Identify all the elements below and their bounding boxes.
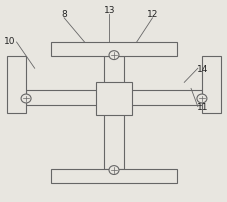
Text: 11: 11 xyxy=(196,103,207,112)
Text: 14: 14 xyxy=(196,64,207,73)
Text: 10: 10 xyxy=(4,36,15,45)
Bar xyxy=(202,57,220,113)
Bar xyxy=(50,169,177,183)
Text: 13: 13 xyxy=(103,6,115,15)
Text: 8: 8 xyxy=(61,10,67,19)
Circle shape xyxy=(21,95,31,103)
Circle shape xyxy=(196,95,206,103)
Circle shape xyxy=(109,52,118,60)
Text: 12: 12 xyxy=(146,10,158,19)
Bar xyxy=(95,83,132,115)
Bar xyxy=(103,57,124,169)
Bar xyxy=(25,91,202,105)
Bar xyxy=(7,57,25,113)
Circle shape xyxy=(109,166,118,175)
Bar xyxy=(50,43,177,57)
